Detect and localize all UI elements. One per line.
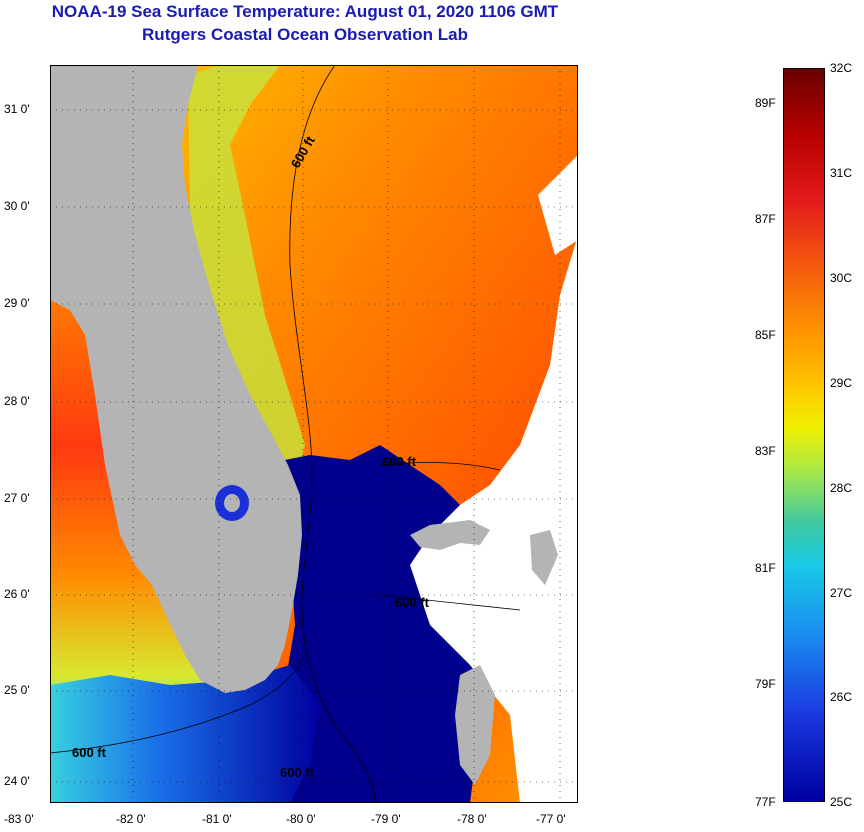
lon-label: -83 0' (4, 812, 34, 826)
lon-label: -78 0' (457, 812, 487, 826)
lon-label: -79 0' (371, 812, 401, 826)
lat-label: 31 0' (4, 102, 30, 116)
sst-map: 600 ft 600 ft 600 ft 600 ft 600 ft (50, 65, 578, 803)
contour-label: 600 ft (280, 765, 315, 780)
lat-label: 25 0' (4, 683, 30, 697)
map-subtitle: Rutgers Coastal Ocean Observation Lab (142, 25, 468, 44)
colorbar-celsius-label: 27C (830, 586, 853, 600)
isobath-600ft-south (50, 654, 306, 754)
lat-label: 26 0' (4, 587, 30, 601)
florida-straits-cyan (50, 665, 320, 803)
colorbar-fahrenheit-label: 79F (755, 677, 776, 691)
bahamas-land (410, 520, 490, 550)
colorbar-celsius-label: 31C (830, 166, 853, 180)
lat-label: 27 0' (4, 491, 30, 505)
lon-label: -82 0' (116, 812, 146, 826)
isobath-600ft-east (379, 462, 521, 611)
colorbar-fahrenheit-label: 81F (755, 561, 776, 575)
lat-label: 29 0' (4, 296, 30, 310)
graticule (50, 65, 578, 803)
cloud-mask-east (410, 235, 578, 803)
colorbar-fahrenheit-label: 87F (755, 212, 776, 226)
map-title: NOAA-19 Sea Surface Temperature: August … (51, 2, 559, 21)
contour-label: 600 ft (395, 595, 430, 610)
lat-label: 28 0' (4, 394, 30, 408)
atlantic-nearshore-band (188, 65, 305, 505)
cloud-mask-north (538, 155, 578, 255)
map-frame (50, 65, 578, 803)
colorbar-celsius-label: 28C (830, 481, 853, 495)
lat-label: 24 0' (4, 774, 30, 788)
lake-okeechobee-center (224, 494, 240, 512)
colorbar-celsius-label: 26C (830, 690, 853, 704)
lon-label: -81 0' (202, 812, 232, 826)
colorbar-celsius-label: 30C (830, 271, 853, 285)
colorbar-fahrenheit-label: 89F (755, 96, 776, 110)
colorbar-celsius-label: 32C (830, 61, 853, 75)
lat-label: 30 0' (4, 199, 30, 213)
andros-island (455, 665, 495, 785)
colorbar-celsius-label: 29C (830, 376, 853, 390)
contour-label: 600 ft (72, 745, 107, 760)
colorbar-fahrenheit-label: 77F (755, 795, 776, 809)
colorbar-celsius-label: 25C (830, 795, 853, 809)
lon-label: -77 0' (536, 812, 566, 826)
contour-label: 600 ft (382, 454, 417, 469)
temperature-colorbar (783, 68, 825, 802)
isobath-600ft (289, 65, 376, 803)
lon-label: -80 0' (286, 812, 316, 826)
colorbar-fahrenheit-label: 83F (755, 444, 776, 458)
eleuthera-island (530, 530, 558, 585)
florida-peninsula (50, 65, 302, 693)
colorbar-fahrenheit-label: 85F (755, 328, 776, 342)
